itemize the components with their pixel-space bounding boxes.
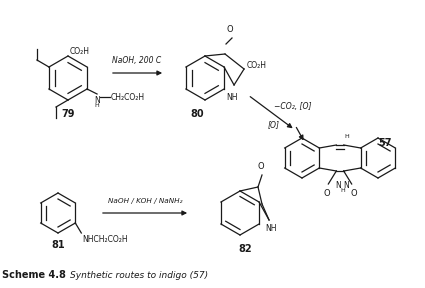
Text: H: H [340, 188, 345, 193]
Text: 82: 82 [238, 244, 252, 254]
Text: CO₂H: CO₂H [70, 48, 90, 56]
Text: O: O [227, 25, 233, 34]
Text: CO₂H: CO₂H [247, 62, 267, 71]
Text: 81: 81 [51, 240, 65, 250]
Text: H: H [95, 103, 99, 108]
Text: N: N [335, 181, 341, 190]
Text: O: O [323, 189, 330, 198]
Text: O: O [258, 162, 264, 171]
Text: O: O [350, 189, 357, 198]
Text: H: H [344, 134, 349, 139]
Text: NH: NH [265, 224, 277, 233]
Text: 80: 80 [190, 109, 204, 119]
Text: N: N [94, 96, 100, 105]
Text: NH: NH [226, 93, 238, 102]
Text: NHCH₂CO₂H: NHCH₂CO₂H [82, 235, 128, 244]
Text: Scheme 4.8: Scheme 4.8 [2, 270, 66, 280]
Text: 79: 79 [61, 109, 75, 119]
Text: [O]: [O] [268, 120, 280, 130]
Text: Synthetic routes to indigo (57): Synthetic routes to indigo (57) [70, 271, 208, 280]
Text: 57: 57 [378, 138, 392, 148]
Text: −CO₂, [O]: −CO₂, [O] [274, 101, 312, 111]
Text: N: N [343, 181, 348, 190]
Text: CH₂CO₂H: CH₂CO₂H [111, 92, 145, 101]
Text: NaOH, 200 C: NaOH, 200 C [112, 56, 162, 65]
Text: NaOH / KOH / NaNH₂: NaOH / KOH / NaNH₂ [108, 198, 182, 204]
